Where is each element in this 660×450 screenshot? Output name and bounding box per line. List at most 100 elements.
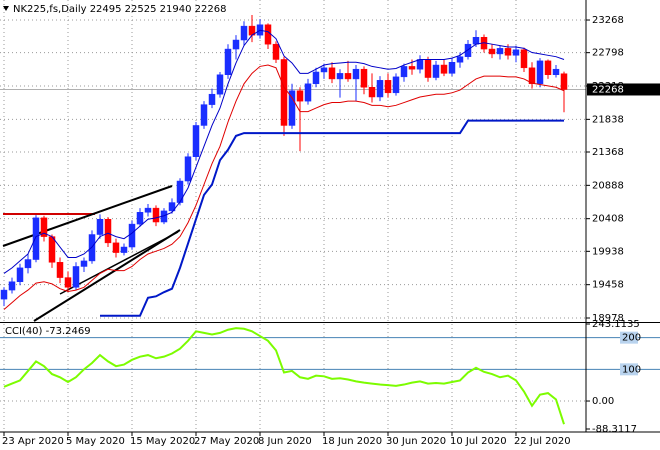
level-label-box: [620, 363, 638, 376]
x-tick-label: 30 Jun 2020: [386, 436, 446, 447]
plot-layer: [0, 15, 586, 425]
indicator-title: CCI(40) -73.2469: [5, 326, 91, 337]
candle-body: [16, 267, 24, 283]
candle-body: [448, 62, 456, 74]
candle-body: [168, 202, 176, 212]
candle-body: [8, 281, 16, 291]
candle-body: [552, 68, 560, 76]
candle-body: [472, 36, 480, 45]
candle-body: [120, 246, 128, 253]
indicator-line: [3, 327, 565, 425]
trendline: [33, 229, 181, 322]
candle-body: [184, 156, 192, 182]
candle-body: [328, 67, 336, 80]
x-tick-label: 8 Jun 2020: [258, 436, 312, 447]
candle-body: [192, 125, 200, 157]
candle-body: [32, 217, 40, 260]
y-tick-label: 21838: [592, 114, 624, 125]
candle-body: [232, 39, 240, 50]
last-price-box: [587, 83, 660, 96]
indicator-line: [3, 29, 565, 274]
y-tick-label: 18978: [592, 313, 624, 324]
candle-body: [48, 236, 56, 263]
y-tick-label: 0.00: [592, 396, 614, 407]
level-label-box: [620, 331, 638, 344]
candle-body: [440, 64, 448, 74]
x-tick-label: 18 Jun 2020: [322, 436, 382, 447]
candle-body: [536, 60, 544, 85]
y-tick-label: 19458: [592, 280, 624, 291]
candle-body: [104, 218, 112, 244]
y-tick-label: 21368: [592, 147, 624, 158]
x-tick-label: 15 May 2020: [130, 436, 195, 447]
candle-body: [272, 43, 280, 60]
y-tick-label: 23268: [592, 15, 624, 26]
y-tick-label: 20888: [592, 180, 624, 191]
candle-body: [376, 80, 384, 98]
candle-body: [152, 207, 160, 223]
level-label: 200: [622, 333, 641, 344]
trendline: [2, 185, 173, 247]
symbol-icon: [3, 6, 9, 11]
candle-body: [312, 71, 320, 85]
candle-body: [128, 223, 136, 248]
candle-body: [392, 76, 400, 94]
candle-body: [72, 266, 80, 288]
candle-body: [544, 60, 552, 76]
candle-body: [384, 80, 392, 94]
y-tick-label: 19938: [592, 246, 624, 257]
candle-body: [408, 66, 416, 70]
axis-layer: 2326822798223182183821368208882040819938…: [2, 15, 660, 447]
candle-body: [424, 59, 432, 78]
candle-body: [0, 289, 8, 300]
x-tick-label: 22 Jul 2020: [514, 436, 571, 447]
candle-body: [80, 260, 88, 267]
x-tick-label: 27 May 2020: [194, 436, 259, 447]
candle-body: [352, 68, 360, 80]
candle-body: [288, 90, 296, 126]
candle-body: [432, 64, 440, 78]
y-tick-label: -88.3117: [592, 424, 637, 435]
candle-body: [176, 180, 184, 203]
candle-body: [88, 234, 96, 262]
candle-body: [520, 49, 528, 69]
candle-body: [112, 242, 120, 253]
y-tick-label: 22798: [592, 48, 624, 59]
candle-body: [360, 68, 368, 88]
candle-body: [200, 104, 208, 126]
level-label: 100: [622, 364, 641, 375]
candle-body: [512, 49, 520, 56]
candle-body: [528, 67, 536, 85]
x-tick-label: 23 Apr 2020: [2, 436, 64, 447]
candle-body: [56, 262, 64, 278]
candle-body: [96, 218, 104, 235]
candle-body: [304, 83, 312, 102]
candle-body: [216, 74, 224, 95]
last-price-label: 22268: [592, 84, 624, 95]
candle-body: [336, 73, 344, 80]
candle-body: [136, 212, 144, 225]
candle-body: [504, 48, 512, 56]
chart-title: NK225,fs,Daily 22495 22525 21940 22268: [13, 4, 226, 15]
candle-body: [368, 87, 376, 98]
candle-body: [456, 56, 464, 63]
candle-body: [264, 24, 272, 45]
candle-body: [208, 93, 216, 105]
candle-body: [144, 207, 152, 213]
x-tick-label: 10 Jul 2020: [450, 436, 507, 447]
candle-body: [224, 48, 232, 76]
candle-body: [296, 90, 304, 102]
trendline: [59, 231, 179, 295]
candle-body: [280, 59, 288, 126]
candle-body: [560, 73, 568, 90]
candle-body: [464, 43, 472, 57]
candle-body: [488, 48, 496, 55]
candle-body: [344, 73, 352, 80]
indicator-line: [3, 64, 565, 310]
candle-body: [496, 48, 504, 55]
candle-body: [240, 25, 248, 41]
candle-body: [64, 277, 72, 288]
candle-body: [320, 67, 328, 73]
y-tick-label: 20408: [592, 214, 624, 225]
